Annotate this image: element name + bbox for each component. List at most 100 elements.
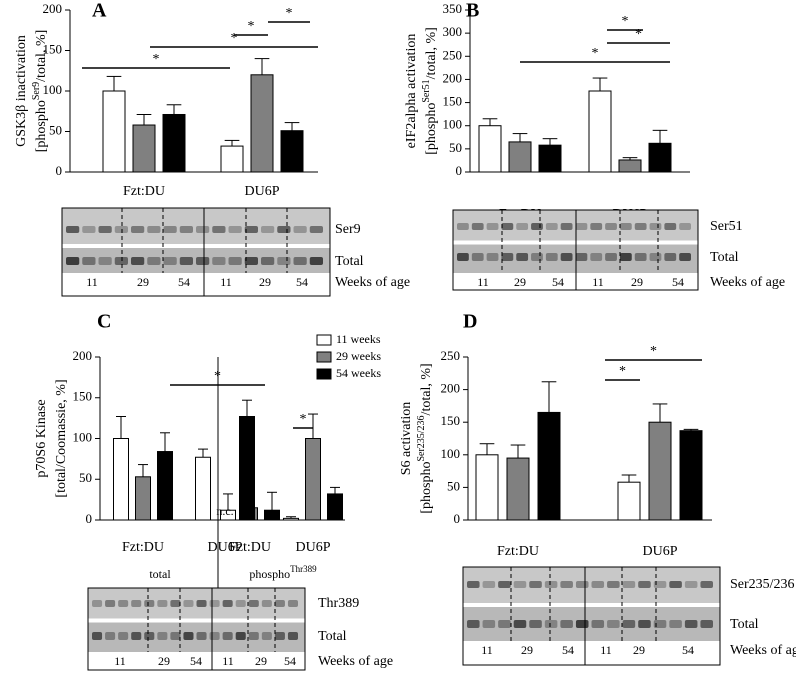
category-label: DU6P (244, 184, 279, 199)
blot-week-label: 29 (259, 275, 271, 289)
group-label-text: phospho (249, 567, 290, 581)
blot-week-label: 11 (481, 643, 493, 657)
blot-band (501, 223, 514, 230)
blot-band (147, 226, 161, 233)
blot-band (664, 253, 677, 261)
blot-band (679, 223, 691, 230)
blot-band (144, 632, 155, 640)
y-label-part: /total, %] (34, 30, 49, 82)
significance-star: * (650, 344, 657, 359)
blot-week-label: 11 (600, 643, 612, 657)
blot-band (222, 600, 233, 607)
y-label-line2: [total/Coomassie, %] (54, 379, 69, 497)
y-label-line2: [phosphoSer9/total, %] (31, 30, 49, 153)
blot-band (209, 632, 220, 640)
blot-week-label: 54 (296, 275, 308, 289)
bar (617, 481, 641, 521)
blot-band (131, 632, 142, 640)
y-tick-label: 0 (86, 511, 93, 526)
blot-band (163, 257, 177, 265)
y-label-sup: Ser235/236 (416, 415, 427, 461)
blot-week-label: 54 (178, 275, 190, 289)
bar (305, 438, 321, 521)
blot-band (575, 620, 589, 628)
y-label-line1: eIF2alpha activation (404, 34, 419, 149)
y-tick-label: 0 (456, 163, 463, 178)
bar (648, 421, 672, 521)
legend-swatch (316, 368, 332, 380)
blot-week-label: 29 (631, 275, 643, 289)
y-label-part: [phospho (34, 100, 49, 152)
blot-lane-label: Thr389 (318, 596, 359, 611)
panel-title: D (463, 311, 477, 333)
blot-band (529, 581, 542, 588)
blot-band (649, 253, 662, 261)
category-label: DU6P (295, 540, 330, 555)
blot-lane-label: Total (318, 629, 347, 644)
significance-star: * (248, 19, 255, 34)
blot-band (575, 253, 588, 261)
blot-band (619, 223, 632, 230)
y-label: S6 activation[phosphoSer235/236/total, %… (399, 363, 434, 513)
group-label-text: total (149, 567, 171, 581)
bar (157, 451, 173, 521)
blot-band (118, 632, 129, 640)
blot-band (235, 600, 246, 607)
blot-band (560, 223, 573, 230)
blot-band (467, 581, 480, 588)
blot-week-label: 54 (682, 643, 694, 657)
y-tick-label: 50 (49, 122, 62, 137)
blot-week-label: 54 (562, 643, 574, 657)
blot-band (471, 253, 484, 261)
blot-band (638, 620, 651, 628)
blot-band (179, 257, 193, 265)
y-tick-label: 100 (73, 429, 93, 444)
blot-band (66, 226, 80, 233)
bar (475, 454, 499, 521)
y-label-sup: Ser51 (421, 79, 432, 102)
blot-band (179, 226, 193, 233)
blot-week-label: 29 (255, 654, 267, 668)
blot-band (157, 600, 168, 607)
blot-band (244, 257, 258, 265)
bar (508, 141, 532, 173)
blot-band (144, 600, 155, 607)
y-label-sup: Ser9 (31, 82, 42, 100)
blot-band (638, 581, 651, 588)
blot-band (457, 223, 469, 230)
blot-band (529, 620, 542, 628)
blot-band (653, 620, 667, 628)
blot-week-label: 11 (477, 275, 489, 289)
y-label-part: [phospho (424, 103, 439, 155)
blot-lane-label: Total (710, 250, 739, 265)
blot-band (575, 223, 588, 230)
blot-band (183, 632, 194, 640)
bar (195, 456, 211, 521)
blot-footer-label: Weeks of age (318, 654, 393, 669)
bar (506, 457, 530, 521)
blot-week-label: 11 (114, 654, 126, 668)
y-tick-label: 150 (73, 389, 93, 404)
significance-star: * (286, 6, 293, 21)
blot-band (684, 581, 698, 588)
blot-week-label: 29 (158, 654, 170, 668)
panel-title: C (97, 311, 111, 333)
y-label-line2: [phosphoSer235/236/total, %] (416, 363, 434, 513)
y-label-part: [total/Coomassie, %] (54, 379, 69, 497)
blot-band (501, 253, 514, 261)
blot-band (92, 600, 103, 607)
blot-week-label: 54 (552, 275, 564, 289)
blot-band (170, 600, 181, 607)
bar (264, 509, 280, 521)
significance-star: * (300, 412, 307, 427)
significance-star: * (619, 364, 626, 379)
bar (162, 113, 186, 173)
y-label-line1: GSK3β inactivation (14, 35, 29, 147)
blot-band (261, 600, 272, 607)
blot-lane-label: Total (335, 254, 364, 269)
bar (132, 124, 156, 173)
blot-band (605, 223, 617, 230)
blot-week-label: 11 (86, 275, 98, 289)
